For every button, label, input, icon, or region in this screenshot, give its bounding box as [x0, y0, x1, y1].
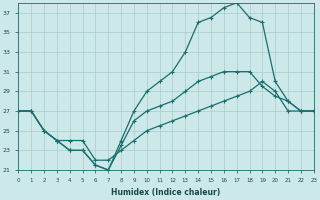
X-axis label: Humidex (Indice chaleur): Humidex (Indice chaleur) — [111, 188, 221, 197]
